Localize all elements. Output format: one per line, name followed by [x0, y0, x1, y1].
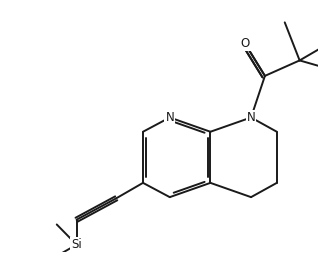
- Text: Si: Si: [71, 238, 82, 251]
- Text: N: N: [247, 111, 256, 124]
- Text: O: O: [241, 37, 250, 50]
- Text: N: N: [165, 111, 174, 124]
